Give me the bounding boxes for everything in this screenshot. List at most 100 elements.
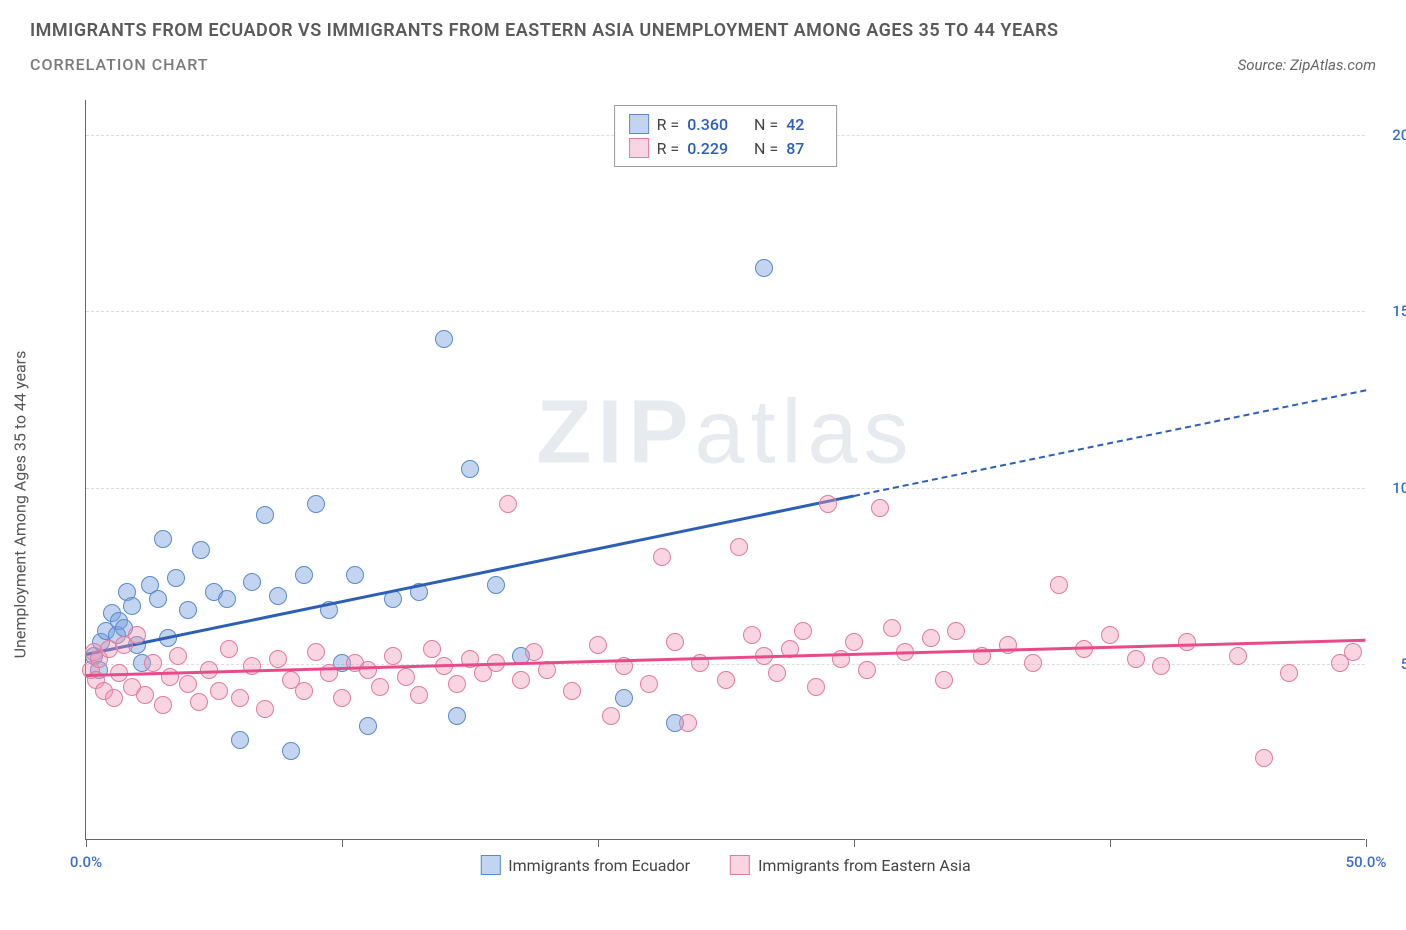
data-point-eastern_asia xyxy=(371,678,389,696)
data-point-eastern_asia xyxy=(1024,654,1042,672)
stats-row-eastern_asia: R =0.229N =87 xyxy=(629,136,823,160)
x-tick xyxy=(1110,839,1111,847)
data-point-eastern_asia xyxy=(602,707,620,725)
y-tick-label: 5.0% xyxy=(1401,655,1406,673)
data-point-ecuador xyxy=(192,541,210,559)
data-point-eastern_asia xyxy=(423,640,441,658)
data-point-eastern_asia xyxy=(730,538,748,556)
data-point-eastern_asia xyxy=(947,622,965,640)
data-point-eastern_asia xyxy=(231,689,249,707)
source-attribution: Source: ZipAtlas.com xyxy=(1238,56,1376,74)
watermark: ZIPatlas xyxy=(536,381,914,484)
data-point-ecuador xyxy=(295,566,313,584)
stats-legend: R =0.360N =42R =0.229N =87 xyxy=(614,105,838,167)
data-point-ecuador xyxy=(307,495,325,513)
data-point-eastern_asia xyxy=(871,499,889,517)
stat-n-label: N = xyxy=(754,115,778,134)
legend-item-eastern_asia: Immigrants from Eastern Asia xyxy=(730,855,971,875)
data-point-eastern_asia xyxy=(653,548,671,566)
data-point-ecuador xyxy=(487,576,505,594)
plot-area: ZIPatlas R =0.360N =42R =0.229N =87 Immi… xyxy=(85,100,1365,840)
data-point-eastern_asia xyxy=(410,686,428,704)
data-point-eastern_asia xyxy=(105,689,123,707)
data-point-ecuador xyxy=(218,590,236,608)
data-point-ecuador xyxy=(282,742,300,760)
legend-swatch-eastern_asia xyxy=(629,138,649,158)
x-tick-label: 50.0% xyxy=(1346,853,1387,871)
data-point-eastern_asia xyxy=(819,495,837,513)
y-tick-label: 10.0% xyxy=(1392,479,1406,497)
x-tick xyxy=(854,839,855,847)
trendline-ecuador xyxy=(86,495,854,656)
data-point-eastern_asia xyxy=(384,647,402,665)
data-point-ecuador xyxy=(231,731,249,749)
chart-container: Unemployment Among Ages 35 to 44 years Z… xyxy=(30,100,1380,890)
chart-subtitle: CORRELATION CHART xyxy=(30,55,209,74)
data-point-eastern_asia xyxy=(397,668,415,686)
data-point-eastern_asia xyxy=(845,633,863,651)
data-point-eastern_asia xyxy=(295,682,313,700)
data-point-eastern_asia xyxy=(525,643,543,661)
data-point-ecuador xyxy=(167,569,185,587)
data-point-ecuador xyxy=(256,506,274,524)
data-point-eastern_asia xyxy=(136,686,154,704)
trendline-dash-ecuador xyxy=(854,389,1366,497)
data-point-ecuador xyxy=(461,460,479,478)
legend-item-ecuador: Immigrants from Ecuador xyxy=(480,855,690,875)
data-point-eastern_asia xyxy=(210,682,228,700)
data-point-eastern_asia xyxy=(589,636,607,654)
data-point-eastern_asia xyxy=(169,647,187,665)
y-tick-label: 20.0% xyxy=(1392,126,1406,144)
legend-swatch-ecuador xyxy=(629,114,649,134)
data-point-eastern_asia xyxy=(1127,650,1145,668)
data-point-eastern_asia xyxy=(1344,643,1362,661)
data-point-ecuador xyxy=(435,330,453,348)
data-point-eastern_asia xyxy=(640,675,658,693)
data-point-eastern_asia xyxy=(999,636,1017,654)
data-point-eastern_asia xyxy=(128,626,146,644)
stat-n-value-ecuador: 42 xyxy=(786,115,804,134)
gridline xyxy=(86,488,1365,489)
data-point-ecuador xyxy=(154,530,172,548)
data-point-ecuador xyxy=(448,707,466,725)
data-point-ecuador xyxy=(359,717,377,735)
y-axis-label: Unemployment Among Ages 35 to 44 years xyxy=(11,351,30,659)
data-point-eastern_asia xyxy=(679,714,697,732)
legend-label-ecuador: Immigrants from Ecuador xyxy=(508,856,690,875)
data-point-eastern_asia xyxy=(144,654,162,672)
stat-r-label: R = xyxy=(657,139,680,158)
series-legend: Immigrants from Ecuador Immigrants from E… xyxy=(480,855,970,875)
legend-label-eastern_asia: Immigrants from Eastern Asia xyxy=(758,856,971,875)
x-tick xyxy=(598,839,599,847)
chart-title: IMMIGRANTS FROM ECUADOR VS IMMIGRANTS FR… xyxy=(30,18,1376,43)
data-point-eastern_asia xyxy=(448,675,466,693)
data-point-eastern_asia xyxy=(563,682,581,700)
data-point-ecuador xyxy=(243,573,261,591)
data-point-eastern_asia xyxy=(154,696,172,714)
data-point-ecuador xyxy=(149,590,167,608)
data-point-ecuador xyxy=(123,597,141,615)
data-point-eastern_asia xyxy=(1101,626,1119,644)
data-point-eastern_asia xyxy=(1152,657,1170,675)
data-point-eastern_asia xyxy=(1050,576,1068,594)
data-point-eastern_asia xyxy=(858,661,876,679)
data-point-eastern_asia xyxy=(512,671,530,689)
data-point-eastern_asia xyxy=(794,622,812,640)
stat-r-value-eastern_asia: 0.229 xyxy=(687,139,728,158)
x-tick xyxy=(342,839,343,847)
data-point-eastern_asia xyxy=(269,650,287,668)
stat-r-value-ecuador: 0.360 xyxy=(687,115,728,134)
data-point-eastern_asia xyxy=(883,619,901,637)
data-point-eastern_asia xyxy=(1255,749,1273,767)
data-point-eastern_asia xyxy=(1280,664,1298,682)
data-point-eastern_asia xyxy=(1178,633,1196,651)
legend-swatch-eastern_asia xyxy=(730,855,750,875)
data-point-eastern_asia xyxy=(333,689,351,707)
data-point-ecuador xyxy=(755,259,773,277)
x-tick-label: 0.0% xyxy=(70,853,102,871)
gridline xyxy=(86,311,1365,312)
y-tick-label: 15.0% xyxy=(1392,302,1406,320)
data-point-eastern_asia xyxy=(359,661,377,679)
data-point-eastern_asia xyxy=(220,640,238,658)
stat-r-label: R = xyxy=(657,115,680,134)
